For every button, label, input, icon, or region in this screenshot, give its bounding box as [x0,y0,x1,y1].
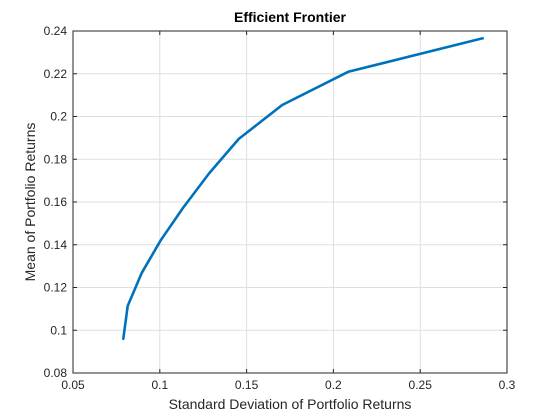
x-tick-label: 0.3 [499,378,516,392]
series-layer [122,36,485,341]
x-tick-label: 0.05 [61,378,85,392]
y-tick-label: 0.24 [44,24,68,38]
x-tick-label: 0.2 [325,378,342,392]
y-tick-label: 0.14 [44,238,68,252]
y-tick-label: 0.18 [44,152,68,166]
y-tick-label: 0.2 [50,110,67,124]
grid-layer [72,30,508,374]
y-tick-label: 0.1 [50,323,67,337]
y-tick-label: 0.22 [44,67,68,81]
y-tick-label: 0.12 [44,281,68,295]
tick-layer: 0.05 0.1 0.15 0.2 0.25 0.3 0.08 0.1 0.12 0.14 0.16… [44,24,516,392]
x-axis-title: Standard Deviation of Portfolio Returns [169,396,412,412]
y-tick-label: 0.16 [44,195,68,209]
x-tick-label: 0.1 [151,378,168,392]
y-axis-title: Mean of Portfolio Returns [22,123,38,282]
series-line [122,36,485,341]
chart-title: Efficient Frontier [234,9,347,25]
y-tick-label: 0.08 [44,366,68,380]
x-tick-label: 0.15 [235,378,259,392]
x-tick-label: 0.25 [409,378,433,392]
